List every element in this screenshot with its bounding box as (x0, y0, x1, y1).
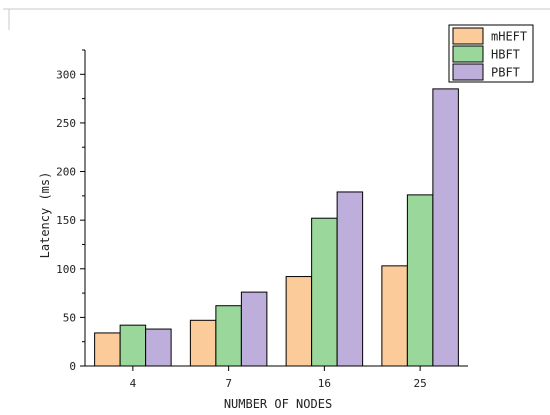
bar-mheft-16 (285, 276, 313, 367)
x-tick-label: 4 (130, 377, 137, 390)
bar-hbft-4 (119, 324, 147, 367)
y-tick-label: 50 (63, 311, 76, 324)
bar-hbft-25 (406, 194, 434, 367)
y-tick-label: 250 (56, 117, 76, 130)
bar-hbft-7 (215, 305, 242, 367)
bar-mheft-25 (381, 265, 408, 367)
legend: mHEFT HBFT PBFT (448, 24, 534, 83)
x-tick-label: 25 (414, 377, 427, 390)
bar-pbft-4 (145, 328, 172, 367)
plot-area: 0 50 100 150 200 250 300 4 7 16 25 (56, 49, 468, 390)
legend-swatch-pbft (452, 63, 484, 81)
legend-label-hbft: HBFT (491, 48, 520, 62)
legend-swatch-hbft (452, 45, 484, 63)
y-axis-title: Latency (ms) (38, 172, 52, 259)
y-tick-label: 200 (56, 166, 76, 179)
x-tick-label: 16 (318, 377, 331, 390)
bar-mheft-7 (189, 319, 217, 367)
y-tick-label: 0 (69, 360, 76, 373)
bar-hbft-16 (311, 217, 338, 367)
bar-pbft-25 (432, 88, 459, 367)
bar-mheft-4 (94, 332, 121, 367)
bar-pbft-7 (240, 291, 268, 367)
y-tick-label: 100 (56, 263, 76, 276)
legend-swatch-mheft (452, 27, 484, 45)
y-tick-label: 300 (56, 68, 76, 81)
x-tick-label: 7 (225, 377, 232, 390)
y-tick-label: 150 (56, 214, 76, 227)
legend-label-pbft: PBFT (491, 66, 520, 80)
x-axis-title: NUMBER OF NODES (224, 397, 332, 411)
legend-label-mheft: mHEFT (491, 30, 527, 44)
bar-pbft-16 (336, 191, 364, 367)
